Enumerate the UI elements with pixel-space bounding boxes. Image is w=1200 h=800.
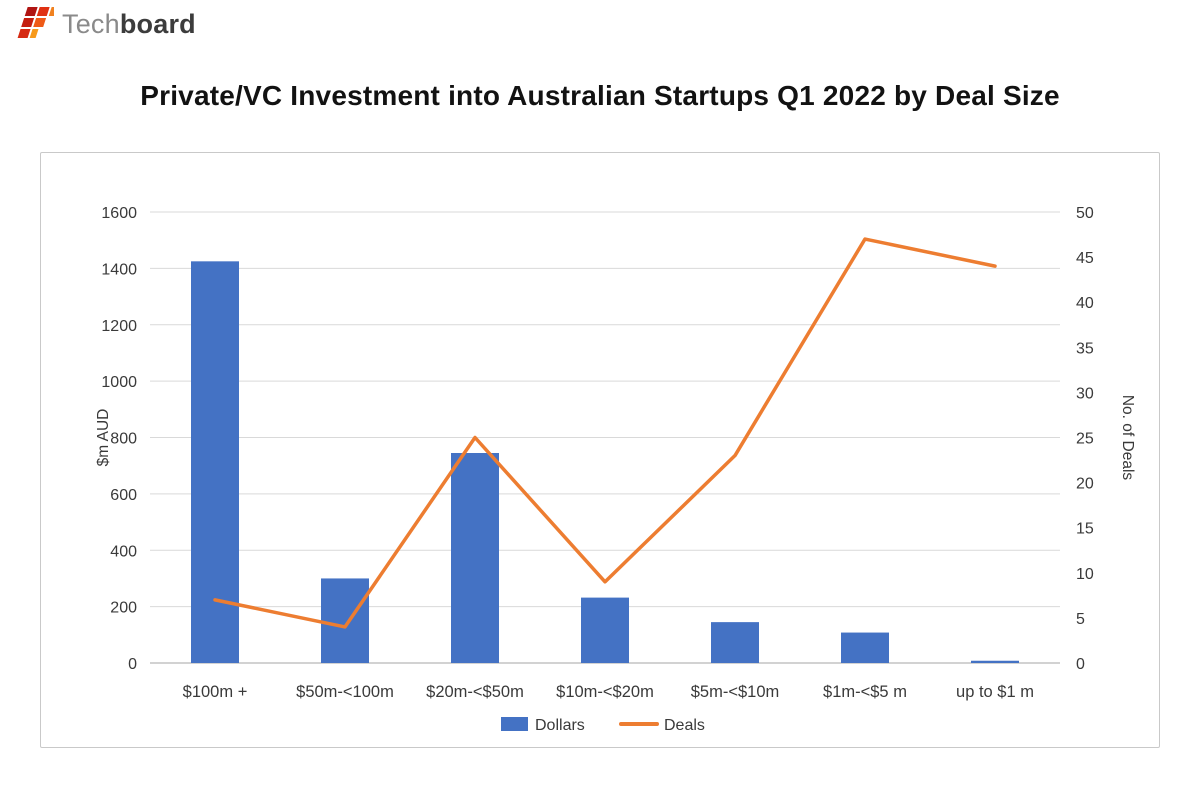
category-label: $10m-<$20m	[556, 683, 654, 701]
legend-swatch-dollars	[501, 717, 528, 731]
bar-dollars	[581, 597, 629, 663]
left-axis-tick-label: 1200	[101, 318, 137, 335]
category-label: $1m-<$5 m	[823, 683, 907, 701]
right-axis-tick-label: 5	[1076, 611, 1085, 628]
category-label: $20m-<$50m	[426, 683, 524, 701]
brand-name: Techboard	[62, 6, 196, 42]
left-axis-tick-label: 400	[110, 543, 137, 560]
techboard-logo-icon	[17, 7, 54, 38]
left-axis-tick-label: 200	[110, 600, 137, 617]
category-label: $5m-<$10m	[691, 683, 780, 701]
category-label: $50m-<100m	[296, 683, 394, 701]
right-axis-tick-label: 15	[1076, 521, 1094, 538]
right-axis-title: No. of Deals	[1119, 395, 1136, 481]
category-label: $100m +	[183, 683, 248, 701]
techboard-logo: Techboard	[8, 6, 196, 42]
bar-dollars	[971, 660, 1019, 663]
right-axis-tick-label: 40	[1076, 295, 1094, 312]
right-axis-tick-label: 50	[1076, 205, 1094, 222]
page-title: Private/VC Investment into Australian St…	[140, 80, 1060, 111]
category-label: up to $1 m	[956, 683, 1034, 701]
left-axis-tick-label: 600	[110, 487, 137, 504]
right-axis-tick-label: 35	[1076, 340, 1094, 357]
left-axis-tick-label: 1600	[101, 205, 137, 222]
deals-line	[213, 237, 997, 629]
bar-dollars	[841, 632, 889, 663]
right-axis-tick-label: 0	[1076, 656, 1085, 673]
left-axis-tick-label: 1400	[101, 261, 137, 278]
legend-label-deals: Deals	[664, 717, 705, 734]
bar-dollars	[451, 453, 499, 663]
right-axis-tick-label: 20	[1076, 476, 1094, 493]
left-axis-title: $m AUD	[95, 409, 112, 467]
chart-container: 0 200 400 600 800 1000 1200 1400 1600 0 5 10 15 20 25 3…	[40, 152, 1160, 748]
left-axis-tick-label: 0	[128, 656, 137, 673]
bar-dollars	[191, 261, 239, 663]
left-axis-tick-label: 800	[110, 431, 137, 448]
chart-canvas: 0 200 400 600 800 1000 1200 1400 1600 0 5 10 15 20 25 3…	[95, 205, 1136, 734]
legend-label-dollars: Dollars	[535, 717, 585, 734]
right-axis-tick-label: 30	[1076, 385, 1094, 402]
right-axis-tick-label: 10	[1076, 566, 1094, 583]
right-axis-tick-label: 45	[1076, 250, 1094, 267]
brand-name-bold: board	[119, 9, 196, 39]
bar-dollars	[711, 622, 759, 663]
left-axis-tick-label: 1000	[101, 374, 137, 391]
right-axis-tick-label: 25	[1076, 431, 1094, 448]
bar-dollars	[321, 578, 369, 663]
brand-name-light: Tech	[62, 9, 120, 39]
